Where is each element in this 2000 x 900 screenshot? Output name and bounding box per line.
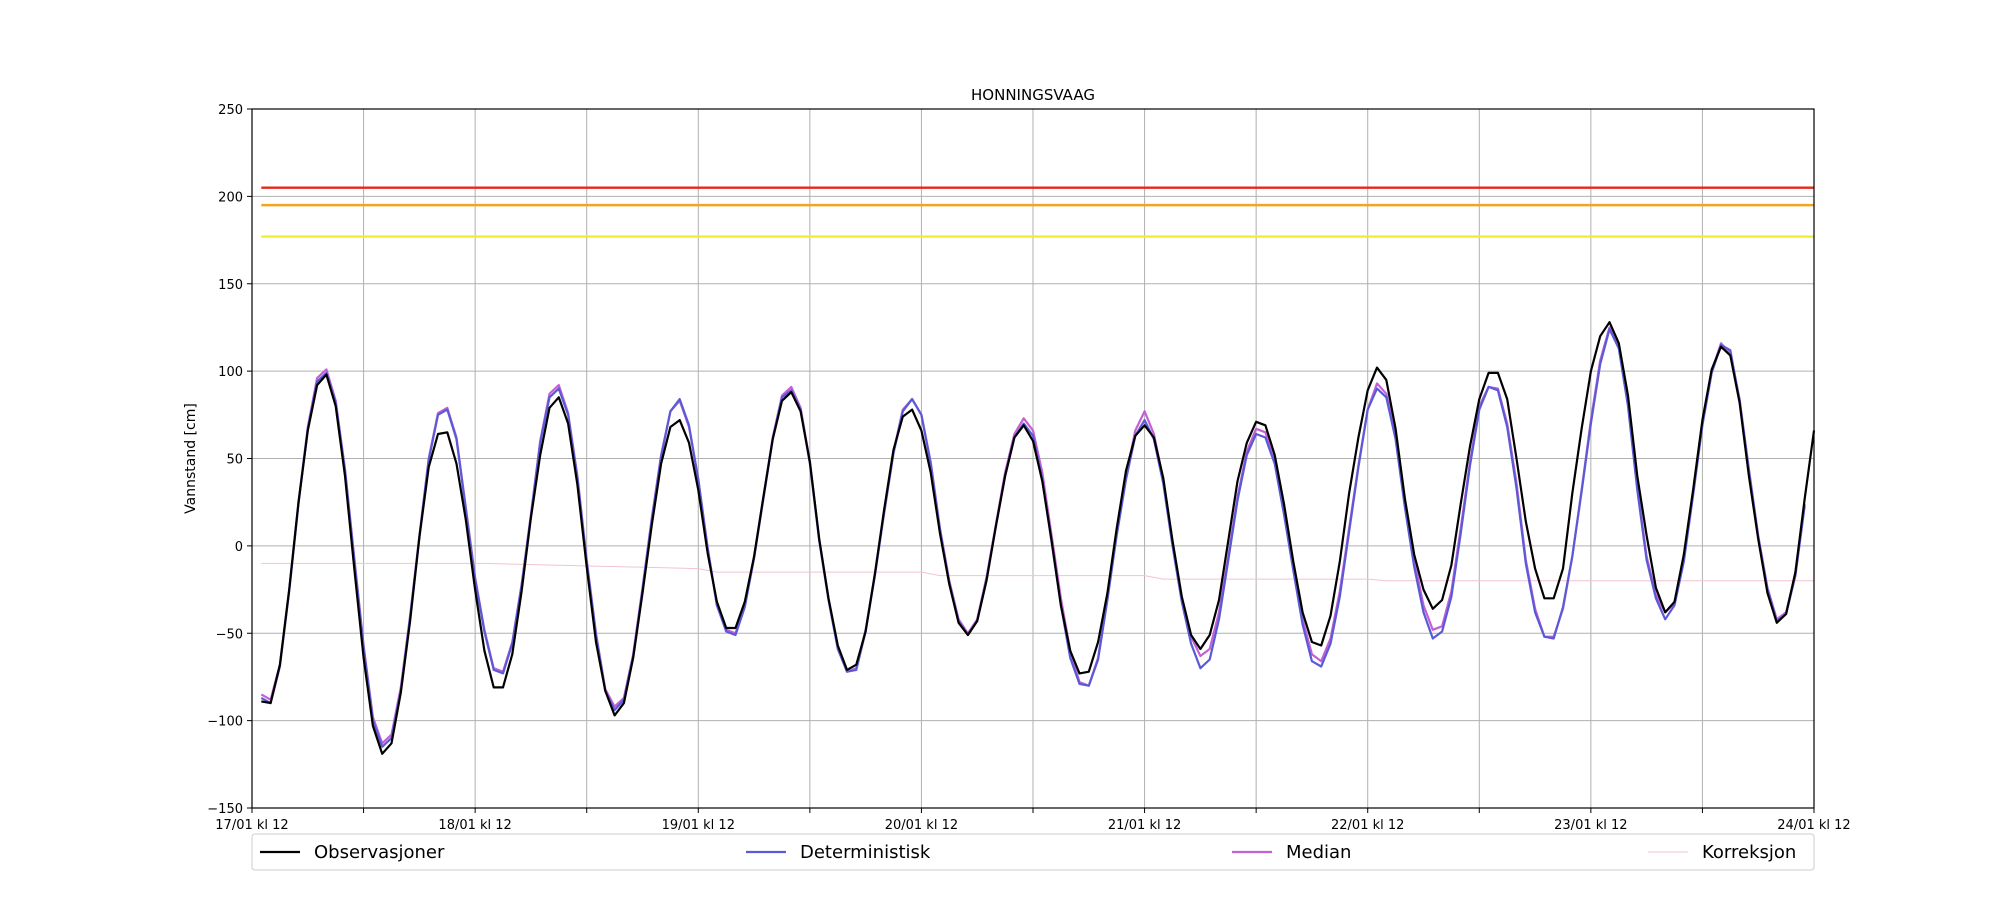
x-tick-label: 18/01 kl 12 bbox=[438, 818, 511, 833]
threshold-lines bbox=[261, 186, 1814, 238]
legend-box bbox=[251, 833, 1815, 871]
legend-label: Deterministisk bbox=[800, 842, 931, 863]
legend-label: Observasjoner bbox=[314, 842, 445, 863]
x-tick-label: 21/01 kl 12 bbox=[1108, 818, 1181, 833]
x-tick-label: 24/01 kl 12 bbox=[1777, 818, 1850, 833]
y-tick-label: 100 bbox=[218, 365, 243, 380]
y-tick-label: −100 bbox=[207, 715, 243, 730]
y-tick-label: 0 bbox=[235, 540, 243, 555]
x-tick-label: 17/01 kl 12 bbox=[215, 818, 288, 833]
x-tick-label: 22/01 kl 12 bbox=[1331, 818, 1404, 833]
x-axis: 17/01 kl 12 18/01 kl 12 19/01 kl 12 20/01 k… bbox=[215, 808, 1851, 833]
y-axis: −150 −100 −50 0 50 100 150 200 250 bbox=[207, 103, 252, 817]
grid bbox=[251, 108, 1815, 809]
series-lines bbox=[260, 321, 1816, 755]
y-tick-label: 250 bbox=[218, 103, 243, 118]
y-tick-label: −50 bbox=[216, 627, 243, 642]
y-axis-label: Vannstand [cm] bbox=[183, 403, 199, 514]
x-tick-label: 19/01 kl 12 bbox=[662, 818, 735, 833]
legend: Observasjoner Deterministisk Median Korreks… bbox=[251, 833, 1815, 871]
x-tick-label: 23/01 kl 12 bbox=[1554, 818, 1627, 833]
chart-title: HONNINGSVAAG bbox=[971, 86, 1095, 104]
x-tick-label: 20/01 kl 12 bbox=[885, 818, 958, 833]
series-line-korreksjon bbox=[261, 562, 1814, 582]
y-tick-label: 200 bbox=[218, 190, 243, 205]
legend-label: Korreksjon bbox=[1702, 842, 1796, 863]
series-line-observasjoner bbox=[261, 321, 1816, 755]
legend-label: Median bbox=[1286, 842, 1351, 863]
y-tick-label: 50 bbox=[226, 453, 243, 468]
y-tick-label: −150 bbox=[207, 802, 243, 817]
y-tick-label: 150 bbox=[218, 278, 243, 293]
